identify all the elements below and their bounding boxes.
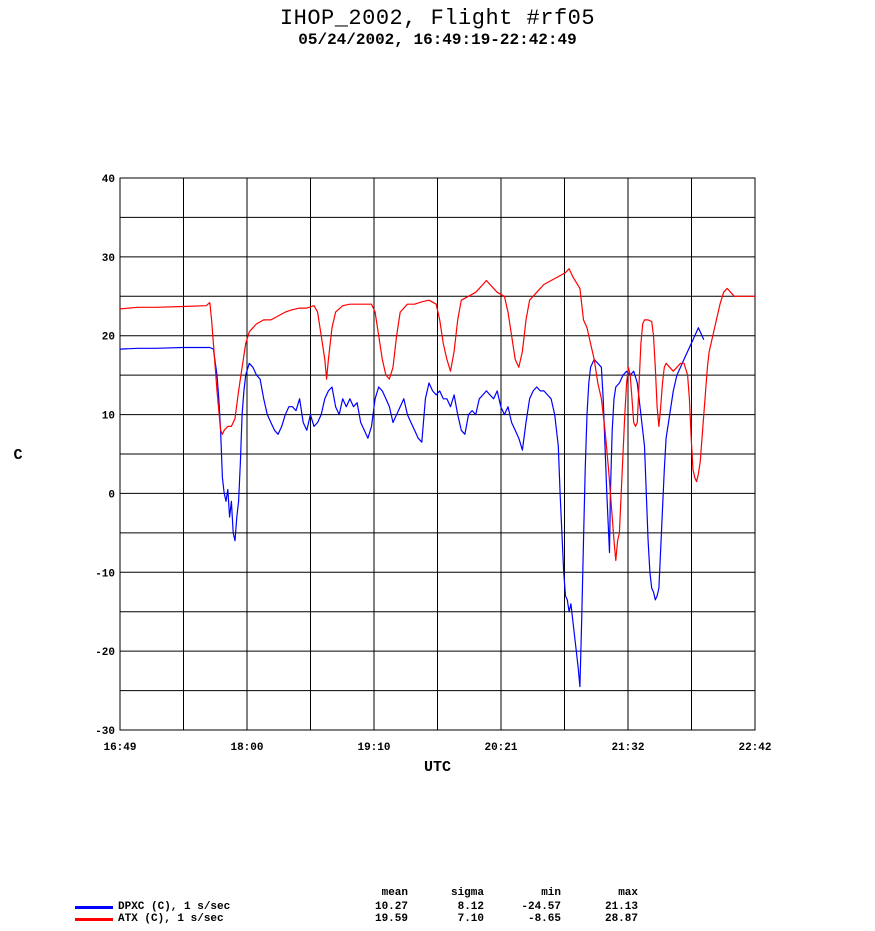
y-tick-label: -30 <box>95 726 115 738</box>
x-tick-label: 18:00 <box>230 742 263 754</box>
chart-title: IHOP_2002, Flight #rf05 <box>279 6 596 31</box>
x-tick-label: 20:21 <box>484 742 517 754</box>
y-tick-label: 30 <box>102 253 115 265</box>
x-tick-label: 16:49 <box>103 742 136 754</box>
x-tick-label: 19:10 <box>357 742 390 754</box>
y-tick-label: -20 <box>95 647 115 659</box>
x-axis-label: UTC <box>424 759 451 776</box>
x-tick-label: 21:32 <box>611 742 644 754</box>
y-tick-label: 40 <box>102 174 115 186</box>
y-tick-label: 0 <box>108 489 115 501</box>
x-tick-label: 22:42 <box>738 742 771 754</box>
series-line-atx <box>119 268 755 562</box>
y-tick-label: -10 <box>95 568 115 580</box>
series-line-dpxc <box>119 327 705 688</box>
y-tick-label: 10 <box>102 411 115 423</box>
chart-subtitle: 05/24/2002, 16:49:19-22:42:49 <box>298 31 577 49</box>
y-tick-label: 20 <box>102 332 115 344</box>
y-axis-label: C <box>13 447 22 464</box>
